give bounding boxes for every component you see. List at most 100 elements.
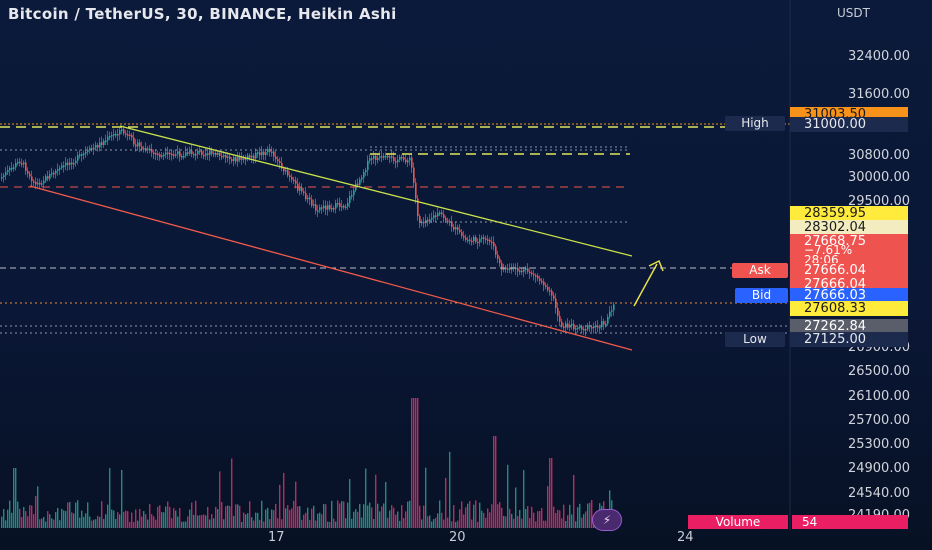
volume-bar: [325, 504, 327, 528]
candle-body: [541, 280, 543, 283]
candle-body: [343, 205, 345, 208]
candle-body: [401, 156, 403, 159]
candle-body: [405, 159, 407, 163]
volume-bar: [397, 511, 399, 528]
volume-bar: [465, 507, 467, 528]
volume-bar: [205, 515, 207, 528]
volume-bar: [13, 468, 15, 528]
volume-bar: [311, 508, 313, 528]
candle-body: [35, 181, 37, 185]
candle-body: [251, 155, 253, 158]
candle-body: [281, 162, 283, 169]
price-axis-label: 32400.00: [847, 49, 910, 64]
volume-bar: [99, 516, 101, 528]
volume-bar: [443, 519, 445, 528]
price-axis-label: 25300.00: [847, 437, 910, 452]
candle-body: [533, 273, 535, 276]
volume-bar: [339, 503, 341, 528]
yellow-price-tag-2: 27608.33: [790, 301, 908, 316]
volume-bar: [331, 500, 333, 528]
lightning-icon[interactable]: ⚡: [592, 509, 622, 531]
volume-bar: [111, 509, 113, 528]
bid-price-tag: 27666.03: [790, 288, 908, 303]
candle-body: [189, 150, 191, 154]
volume-bar: [91, 520, 93, 528]
candle-body: [155, 152, 157, 155]
volume-bar: [541, 508, 543, 528]
candle-body: [363, 172, 365, 178]
volume-bar: [359, 503, 361, 528]
candle-body: [417, 198, 419, 217]
candle-body: [335, 203, 337, 209]
candle-body: [3, 175, 5, 178]
volume-bar: [279, 484, 281, 528]
candle-body: [575, 328, 577, 330]
candle-body: [333, 208, 335, 210]
volume-bar: [569, 504, 571, 528]
candle-body: [261, 151, 263, 156]
candle-body: [357, 183, 359, 186]
candle-body: [353, 190, 355, 196]
volume-bar: [353, 511, 355, 528]
candle-body: [279, 161, 281, 163]
candle-body: [151, 149, 153, 153]
candle-body: [477, 241, 479, 244]
candle-body: [81, 154, 83, 156]
volume-value: 54: [792, 515, 908, 529]
candle-body: [57, 169, 59, 171]
candle-body: [245, 158, 247, 161]
volume-bar: [469, 500, 471, 528]
volume-bar: [459, 509, 461, 528]
volume-bar: [417, 398, 419, 528]
candle-body: [481, 237, 483, 239]
candle-body: [141, 146, 143, 150]
volume-bar: [405, 511, 407, 528]
volume-bar: [235, 504, 237, 528]
candle-body: [381, 156, 383, 158]
candle-body: [163, 154, 165, 157]
candle-body: [173, 154, 175, 156]
candle-body: [85, 151, 87, 154]
candle-body: [177, 151, 179, 155]
candle-body: [525, 268, 527, 270]
candle-body: [415, 182, 417, 199]
candle-body: [543, 281, 545, 286]
candle-body: [225, 155, 227, 158]
candle-body: [453, 226, 455, 230]
volume-bar: [167, 501, 169, 528]
volume-bar: [349, 479, 351, 528]
volume-bar: [283, 472, 285, 528]
volume-bar: [129, 521, 131, 528]
candle-body: [33, 181, 35, 183]
volume-bar: [383, 503, 385, 528]
candle-body: [395, 161, 397, 163]
candle-body: [219, 152, 221, 156]
candle-body: [383, 156, 385, 158]
low-label: Low: [725, 332, 785, 347]
candle-body: [9, 167, 11, 171]
candle-body: [449, 221, 451, 223]
forecast-arrow[interactable]: [633, 259, 664, 307]
candle-body: [53, 172, 55, 175]
volume-bar: [457, 520, 459, 528]
candle-body: [121, 129, 123, 131]
candle-body: [243, 157, 245, 160]
candle-body: [87, 149, 89, 152]
candle-body: [439, 212, 441, 215]
upper-trendline[interactable]: [119, 125, 633, 257]
candle-body: [463, 235, 465, 238]
candle-body: [399, 156, 401, 160]
volume-bar: [391, 505, 393, 528]
volume-bar: [147, 519, 149, 528]
lower-trendline[interactable]: [29, 185, 633, 351]
candle-body: [217, 152, 219, 155]
volume-bar: [141, 516, 143, 528]
candle-body: [307, 197, 309, 200]
volume-bar: [51, 518, 53, 528]
candle-body: [181, 155, 183, 158]
volume-bar: [489, 512, 491, 528]
volume-bar: [113, 510, 115, 528]
volume-bar: [223, 519, 225, 528]
candle-body: [285, 170, 287, 172]
